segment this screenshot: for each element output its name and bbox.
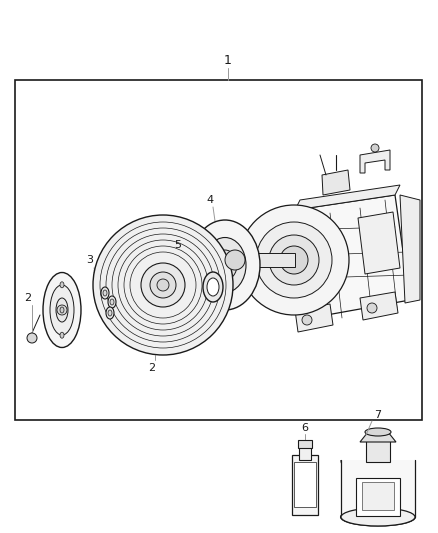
Circle shape [150, 272, 176, 298]
Ellipse shape [190, 220, 260, 310]
Circle shape [93, 215, 233, 355]
Text: 7: 7 [374, 410, 381, 420]
Ellipse shape [341, 508, 415, 526]
Text: 2: 2 [148, 363, 155, 373]
Text: m: m [302, 472, 308, 478]
Ellipse shape [110, 299, 114, 305]
Bar [294, 462, 316, 507]
Text: 5: 5 [174, 240, 181, 250]
Bar [235, 253, 295, 267]
Circle shape [225, 250, 245, 270]
Ellipse shape [213, 250, 237, 280]
Ellipse shape [108, 296, 116, 308]
Polygon shape [360, 432, 396, 442]
Circle shape [371, 144, 379, 152]
Polygon shape [360, 292, 398, 320]
Circle shape [269, 235, 319, 285]
Circle shape [302, 315, 312, 325]
Text: 3: 3 [86, 255, 93, 265]
Ellipse shape [365, 428, 391, 436]
Text: m: m [372, 489, 384, 502]
Text: 2: 2 [25, 293, 32, 303]
Polygon shape [400, 195, 420, 303]
Ellipse shape [101, 287, 109, 299]
Polygon shape [358, 212, 400, 274]
Text: 6: 6 [301, 423, 308, 433]
Ellipse shape [60, 332, 64, 338]
Circle shape [157, 279, 169, 291]
Ellipse shape [207, 278, 219, 296]
Bar [299, 445, 311, 460]
Ellipse shape [204, 238, 246, 293]
Polygon shape [295, 195, 410, 318]
Circle shape [367, 303, 377, 313]
Ellipse shape [43, 272, 81, 348]
Polygon shape [295, 185, 400, 210]
Polygon shape [295, 304, 333, 332]
Circle shape [57, 305, 67, 315]
Circle shape [239, 205, 349, 315]
Bar [356, 478, 400, 516]
Ellipse shape [340, 508, 416, 526]
Ellipse shape [56, 298, 68, 322]
Text: 1: 1 [224, 53, 232, 67]
Bar [15, 80, 422, 420]
Polygon shape [360, 150, 390, 173]
Circle shape [280, 246, 308, 274]
Ellipse shape [60, 282, 64, 288]
Bar [292, 455, 318, 515]
Polygon shape [322, 170, 350, 195]
Bar [362, 482, 394, 510]
Ellipse shape [108, 310, 112, 316]
Ellipse shape [203, 272, 223, 302]
Ellipse shape [103, 290, 107, 296]
Ellipse shape [50, 285, 74, 335]
Circle shape [27, 333, 37, 343]
Bar [341, 460, 415, 515]
Circle shape [256, 222, 332, 298]
Circle shape [141, 263, 185, 307]
Ellipse shape [60, 307, 64, 313]
Ellipse shape [106, 307, 114, 319]
Text: 4: 4 [206, 195, 214, 205]
Bar [366, 440, 390, 462]
Bar [298, 440, 312, 448]
